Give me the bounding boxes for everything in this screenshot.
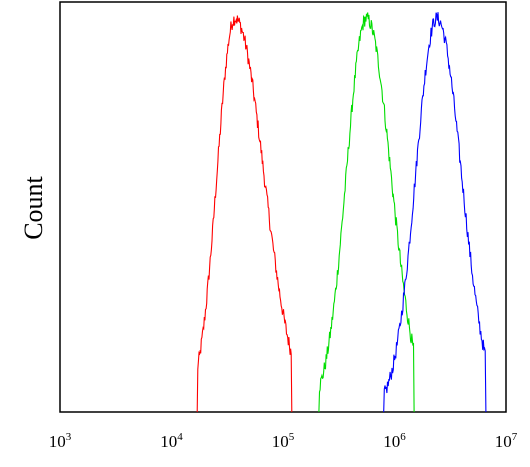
plot-frame bbox=[59, 1, 507, 413]
histogram-series-2 bbox=[318, 12, 415, 413]
x-tick-label-4: 106 bbox=[383, 431, 406, 451]
x-tick-label-3: 105 bbox=[272, 431, 295, 451]
x-tick-label-5: 107 bbox=[495, 431, 518, 451]
x-tick-labels: 103 104 105 106 107 bbox=[49, 431, 518, 451]
x-tick-label-1: 103 bbox=[49, 431, 72, 451]
x-tick-label-2: 104 bbox=[160, 431, 183, 451]
series-layer bbox=[196, 12, 487, 413]
histogram-series-1 bbox=[196, 15, 293, 413]
y-axis-title: Count bbox=[19, 175, 48, 239]
histogram-series-3 bbox=[383, 12, 487, 413]
